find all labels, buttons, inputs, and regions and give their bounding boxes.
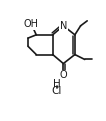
Text: H: H (53, 79, 61, 89)
Text: O: O (60, 70, 67, 80)
Text: N: N (60, 21, 67, 31)
Text: Cl: Cl (52, 86, 62, 96)
Text: OH: OH (23, 19, 38, 29)
